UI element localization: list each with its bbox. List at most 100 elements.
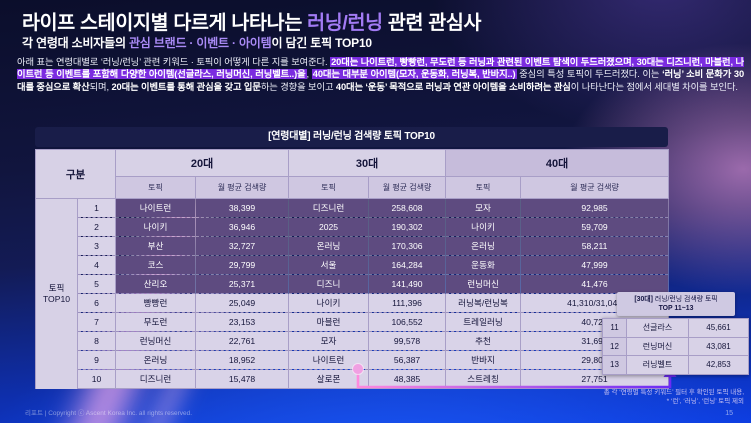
topic-cell: 마블런 — [288, 312, 370, 332]
side-caption-rest: 러닝/런닝 검색량 토픽 — [652, 296, 718, 303]
top10-table: 구분 20대 30대 40대 토픽 월 평균 검색량 토픽 월 평균 검색량 토… — [34, 149, 670, 389]
volume-cell: 190,302 — [368, 217, 447, 237]
topic-cell: 반바지 — [445, 350, 522, 370]
rank-cell: 3 — [76, 236, 117, 256]
table-row: 10 디즈니런 15,478 살로몬 48,385 스트레칭 27,751 — [36, 369, 670, 389]
topic-cell: 부산 — [115, 236, 197, 256]
topic-cell: 추천 — [445, 331, 522, 351]
volume-cell: 25,371 — [195, 274, 290, 294]
volume-cell: 48,385 — [368, 369, 447, 389]
rank-cell: 4 — [76, 255, 117, 275]
table-row: 7 무도런 23,153 마블런 106,552 트레일러닝 40,727 — [36, 312, 670, 332]
intro-text: 하는 경향을 보이고 — [260, 81, 336, 92]
table-caption: [연령대별] 러닝/런닝 검색량 토픽 TOP10 — [35, 127, 668, 147]
table-row: 2 나이키 36,946 2025 190,302 나이키 59,709 — [36, 217, 670, 237]
table-row: 5 산리오 25,371 디즈니 141,490 런닝머신 41,476 — [36, 274, 670, 294]
table-row: 6 빵빵런 25,049 나이키 111,396 러닝복/런닝복 41,310/… — [36, 293, 670, 313]
topic-cell: 러닝복/런닝복 — [445, 293, 522, 313]
rank-cell: 13 — [602, 355, 627, 375]
row-group-label: 토픽 TOP10 — [35, 198, 78, 389]
col-header-volume: 월 평균 검색량 — [520, 176, 670, 199]
table-row: 토픽 TOP10 1 나이트런 38,399 디즈니런 258,608 모자 9… — [35, 198, 670, 389]
subtitle-post: 이 담긴 토픽 TOP10 — [271, 36, 372, 50]
title-post: 관련 관심사 — [382, 12, 482, 34]
topic-cell: 런닝머신 — [445, 274, 522, 294]
rank-cell: 2 — [76, 217, 117, 237]
rank-cell: 5 — [76, 274, 117, 294]
topic-cell: 살로몬 — [288, 369, 370, 389]
volume-cell: 36,946 — [195, 217, 290, 237]
topic-cell: 나이키 — [288, 293, 370, 313]
side-caption-line1: [30대] 러닝/런닝 검색량 토픽 — [617, 295, 735, 304]
topic-cell: 온러닝 — [115, 350, 197, 370]
volume-cell: 92,985 — [520, 198, 670, 218]
volume-cell: 58,211 — [520, 236, 670, 256]
topic-cell: 운동화 — [445, 255, 522, 275]
volume-cell: 99,578 — [368, 331, 447, 351]
topic-cell: 나이키 — [445, 217, 522, 237]
volume-cell: 25,049 — [195, 293, 290, 313]
topic-cell: 런닝머신 — [626, 336, 689, 356]
volume-cell: 18,952 — [195, 350, 290, 370]
topic-cell: 런닝머신 — [115, 331, 197, 351]
topic-cell: 스트레칭 — [445, 369, 522, 389]
subtitle-pre: 각 연령대 소비자들의 — [22, 36, 129, 50]
topic-cell: 선글라스 — [626, 318, 689, 338]
col-header-topic: 토픽 — [115, 176, 197, 199]
table-row: 12 런닝머신 43,081 — [602, 336, 749, 356]
topic-cell: 온러닝 — [288, 236, 370, 256]
topic-cell: 무도런 — [115, 312, 197, 332]
volume-cell: 22,761 — [195, 331, 290, 351]
topic-cell: 나이키 — [115, 217, 197, 237]
annotation-line2: * ‘런’, ‘러닝’, ‘런닝’ 토픽 제외 — [666, 398, 744, 405]
volume-cell: 45,661 — [688, 318, 749, 338]
corner-header: 구분 — [34, 149, 117, 199]
table-row: 4 코스 29,799 서울 164,284 운동화 47,999 — [36, 255, 670, 275]
topic-cell: 나이트런 — [115, 198, 197, 218]
volume-cell: 164,284 — [368, 255, 447, 275]
intro-bold-2: 20대는 이벤트를 통해 관심을 갖고 입문 — [111, 81, 261, 92]
table-row: 8 런닝머신 22,761 모자 99,578 추천 31,693 — [36, 331, 670, 351]
intro-bold-1: ‘러닝’ 소비 문화가 30대를 중심으로 확산 — [17, 69, 745, 92]
title-pre: 라이프 스테이지별 다르게 나타나는 — [22, 12, 308, 34]
table-row: 11 선글라스 45,661 — [602, 318, 749, 338]
page-title: 라이프 스테이지별 다르게 나타나는 러닝/런닝 관련 관심사 — [22, 6, 482, 35]
col-header-topic: 토픽 — [445, 176, 522, 199]
volume-cell: 38,399 — [195, 198, 290, 218]
volume-cell: 170,306 — [368, 236, 447, 256]
rank-cell: 12 — [602, 336, 627, 356]
volume-cell: 23,153 — [195, 312, 290, 332]
source-annotation: 총 각 ‘연령별 특성 키워드’ 필터 후 확인된 토픽 내용, * ‘런’, … — [604, 388, 744, 406]
col-header-volume: 월 평균 검색량 — [195, 176, 290, 199]
side-caption-age: [30대] — [634, 296, 653, 303]
table-row: 3 부산 32,727 온러닝 170,306 온러닝 58,211 — [36, 236, 670, 256]
topic-cell: 코스 — [115, 255, 197, 275]
intro-text: 아래 표는 연령대별로 ‘러닝/런닝’ 관련 키워드 · 토픽이 어떻게 다른 … — [17, 57, 331, 67]
volume-cell: 42,853 — [688, 355, 749, 375]
title-accent: 러닝/런닝 — [307, 12, 383, 34]
intro-highlight-40s: 40대는 대부분 아이템(모자, 운동화, 러닝복, 반바지..) — [311, 69, 517, 80]
intro-text: 중심의 특성 토픽이 두드러졌다. 이는 — [516, 69, 663, 80]
rank-cell: 7 — [76, 312, 117, 332]
topic-cell: 디즈니 — [288, 274, 370, 294]
topic-cell: 모자 — [445, 198, 522, 218]
rank-cell: 11 — [602, 318, 627, 338]
volume-cell: 32,727 — [195, 236, 290, 256]
top11-13-table: 11 선글라스 45,661 12 런닝머신 43,081 13 러닝벨트 42… — [602, 318, 749, 375]
col-header-volume: 월 평균 검색량 — [368, 176, 447, 199]
subtitle-accent: 관심 브랜드 · 이벤트 · 아이템 — [128, 36, 272, 50]
volume-cell: 59,709 — [520, 217, 670, 237]
topic-cell: 2025 — [288, 217, 370, 237]
topic-cell: 모자 — [288, 331, 370, 351]
rank-cell: 6 — [76, 293, 117, 313]
rank-cell: 8 — [76, 331, 117, 351]
volume-cell: 43,081 — [688, 336, 749, 356]
volume-cell: 141,490 — [368, 274, 447, 294]
rank-cell: 10 — [76, 369, 117, 389]
annotation-line1: 총 각 ‘연령별 특성 키워드’ 필터 후 확인된 토픽 내용, — [603, 389, 744, 396]
rank-cell: 9 — [76, 350, 117, 370]
col-header-topic: 토픽 — [288, 176, 370, 199]
side-table-caption: [30대] 러닝/런닝 검색량 토픽 TOP 11~13 — [617, 292, 735, 316]
volume-cell: 41,476 — [520, 274, 670, 294]
